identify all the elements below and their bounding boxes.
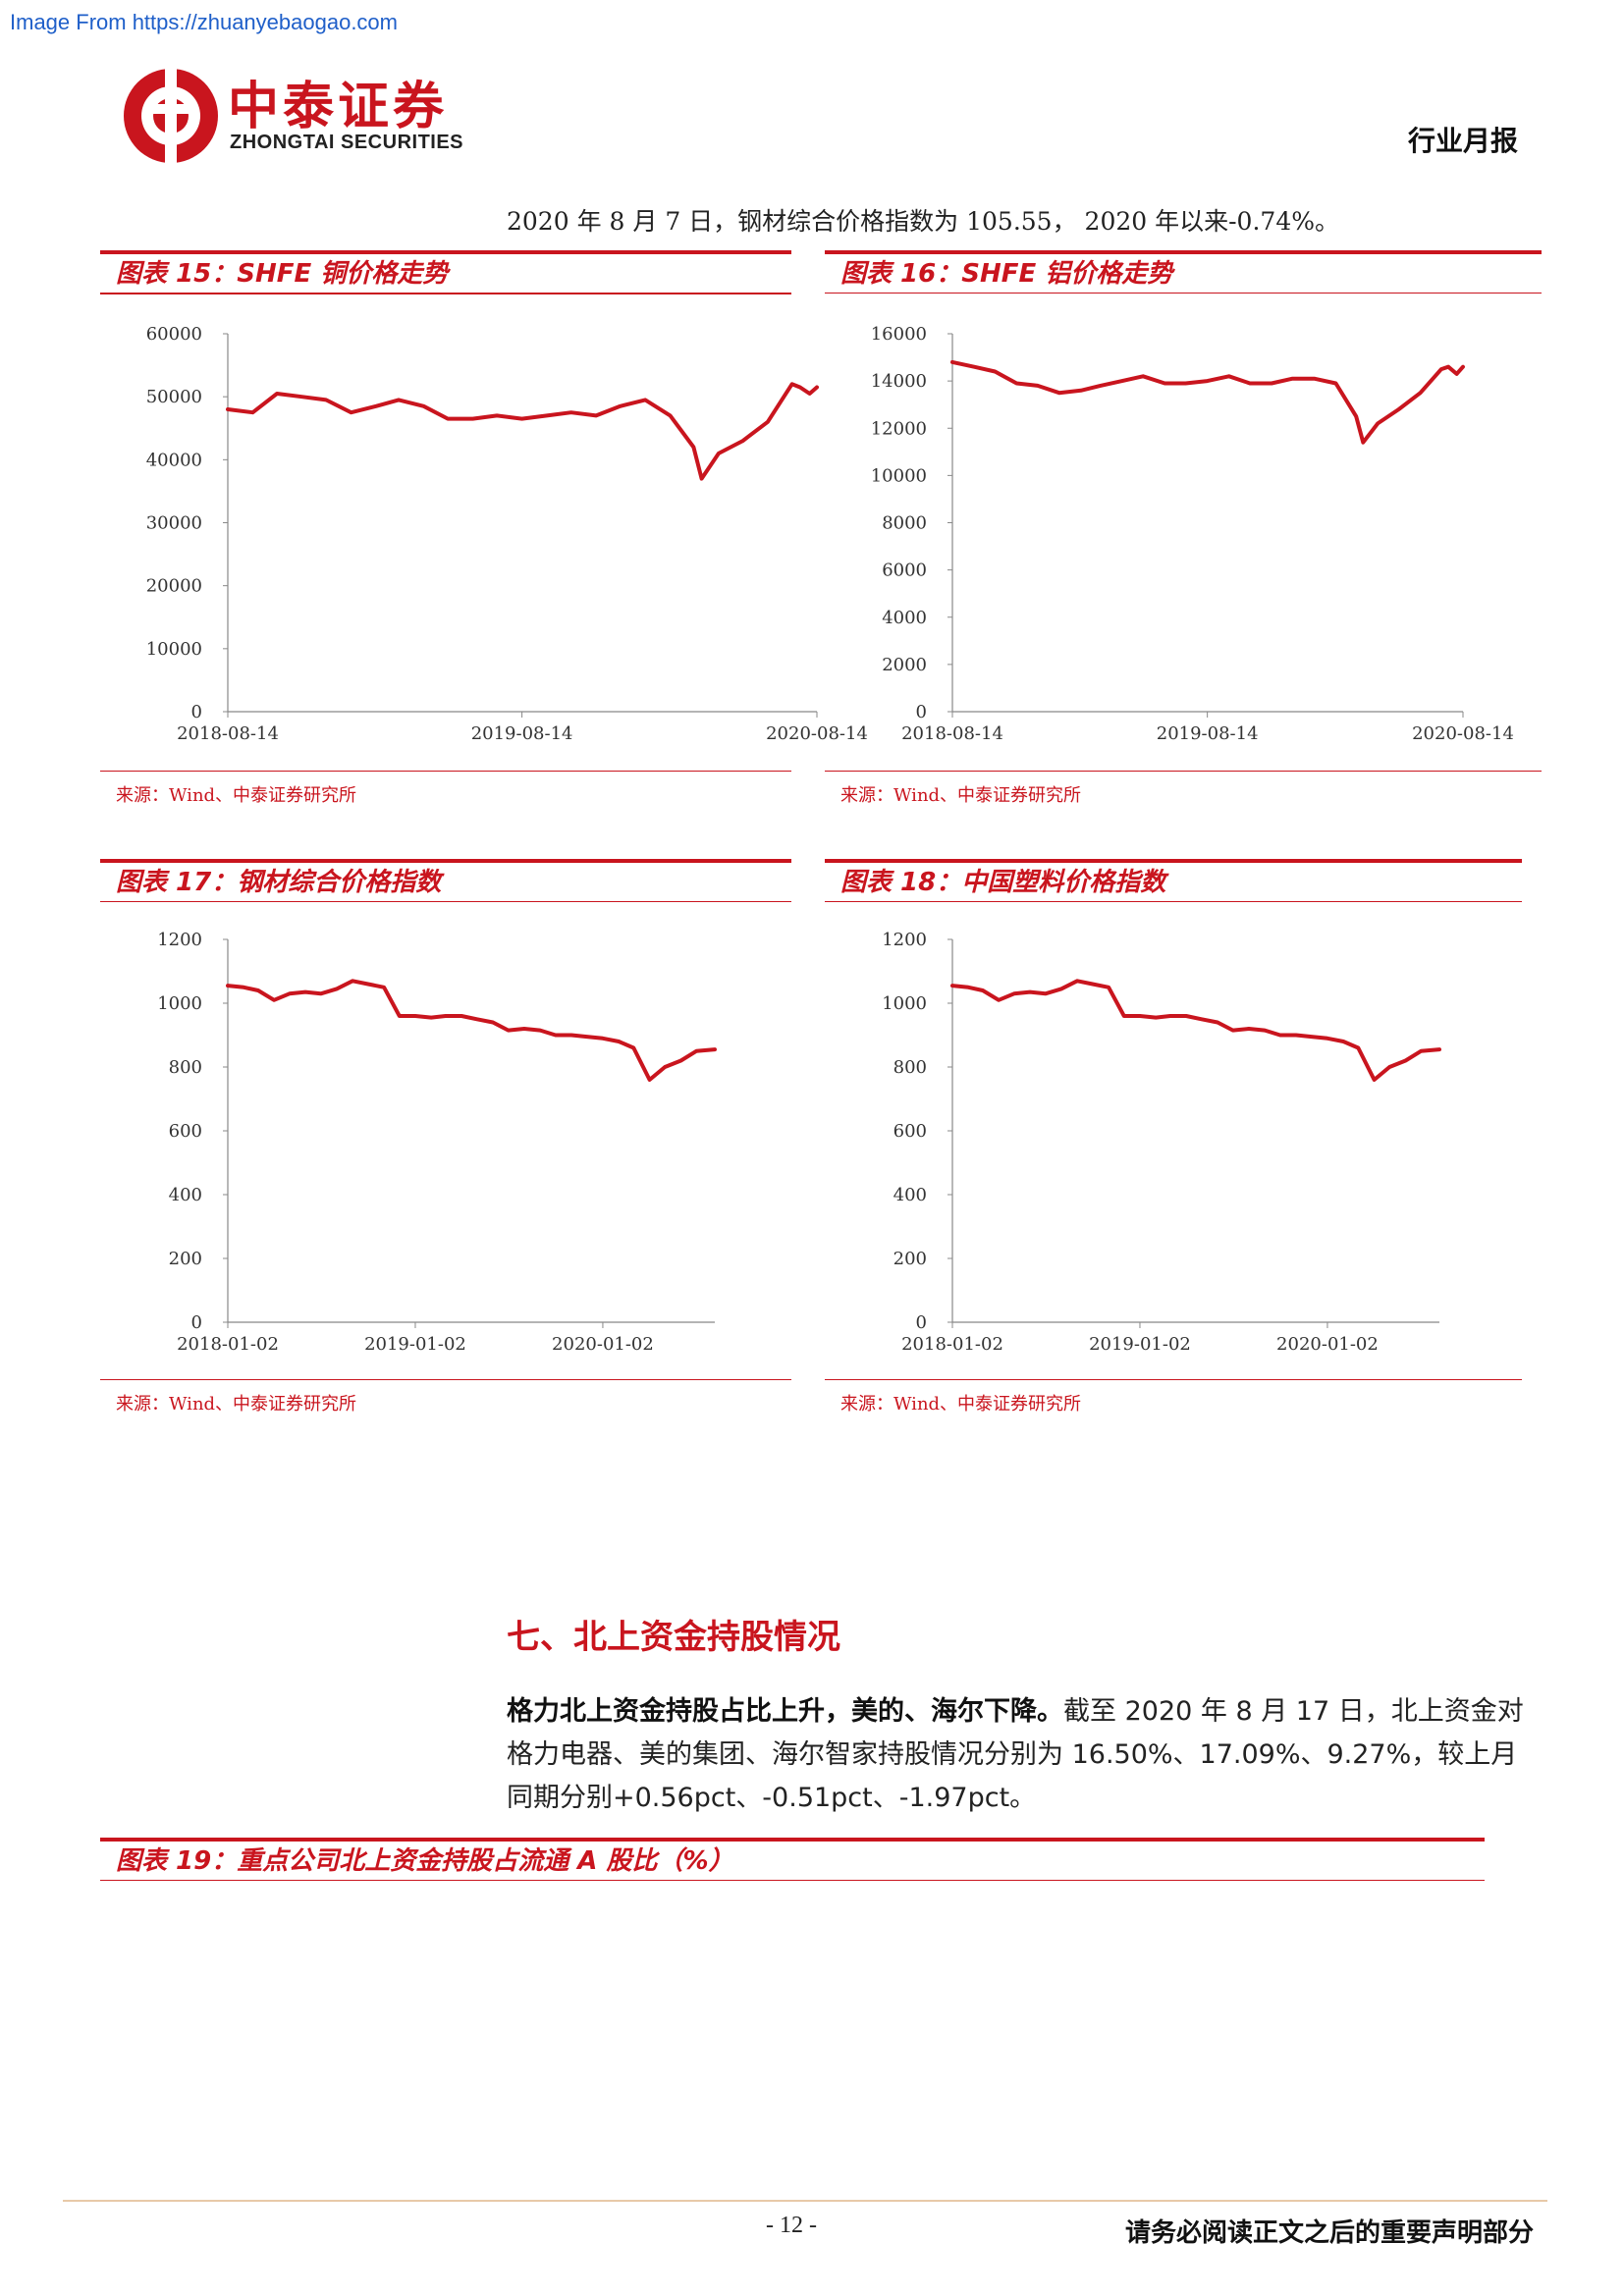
x-tick-label: 2018-08-14 bbox=[177, 723, 279, 744]
y-tick-label: 200 bbox=[169, 1249, 202, 1269]
y-tick-label: 1200 bbox=[157, 930, 202, 950]
y-tick-label: 6000 bbox=[882, 561, 927, 581]
y-tick-label: 0 bbox=[916, 1312, 927, 1333]
section-heading: 七、北上资金持股情况 bbox=[507, 1618, 840, 1657]
figure-18-bottom-rule bbox=[825, 1379, 1522, 1380]
x-tick-label: 2018-08-14 bbox=[901, 723, 1003, 744]
figure-16-title: 图表 16：SHFE 铝价格走势 bbox=[825, 250, 1542, 294]
y-tick-label: 8000 bbox=[882, 513, 927, 534]
figure-15-bottom-rule bbox=[100, 771, 791, 772]
company-logo bbox=[124, 65, 218, 167]
footer-disclaimer: 请务必阅读正文之后的重要声明部分 bbox=[1124, 2218, 1534, 2248]
y-tick-label: 0 bbox=[916, 702, 927, 722]
y-tick-label: 200 bbox=[893, 1249, 927, 1269]
figure-16-bottom-rule bbox=[825, 771, 1542, 772]
series-line bbox=[950, 979, 1441, 1082]
figure-19: 图表 19：重点公司北上资金持股占流通 A 股比（%） bbox=[100, 1838, 1485, 1881]
section-paragraph: 格力北上资金持股占比上升，美的、海尔下降。截至 2020 年 8 月 17 日，… bbox=[507, 1690, 1528, 1820]
page-number: - 12 - bbox=[766, 2213, 817, 2238]
figure-15-chart: 60000 50000 40000 30000 20000 10000 02018-08-1… bbox=[146, 324, 868, 744]
figure-17-source: 来源：Wind、中泰证券研究所 bbox=[116, 1394, 357, 1415]
x-tick-label: 2019-08-14 bbox=[471, 723, 573, 744]
y-tick-label: 400 bbox=[169, 1185, 202, 1205]
paragraph-lead: 格力北上资金持股占比上升，美的、海尔下降。 bbox=[507, 1696, 1063, 1727]
y-tick-label: 10000 bbox=[146, 639, 202, 660]
y-tick-label: 10000 bbox=[871, 465, 927, 486]
series-line bbox=[226, 979, 717, 1082]
series-line bbox=[226, 382, 819, 481]
y-tick-label: 0 bbox=[191, 702, 202, 722]
x-tick-label: 2018-01-02 bbox=[901, 1334, 1003, 1355]
y-tick-label: 1000 bbox=[882, 993, 927, 1014]
figure-19-title: 图表 19：重点公司北上资金持股占流通 A 股比（%） bbox=[100, 1838, 1485, 1881]
figure-15-title: 图表 15：SHFE 铜价格走势 bbox=[100, 250, 791, 294]
y-tick-label: 2000 bbox=[882, 655, 927, 675]
footer-divider bbox=[63, 2200, 1547, 2202]
figure-18-source: 来源：Wind、中泰证券研究所 bbox=[840, 1394, 1082, 1415]
y-tick-label: 800 bbox=[169, 1057, 202, 1078]
report-type: 行业月报 bbox=[1407, 125, 1518, 157]
figure-18-title: 图表 18：中国塑料价格指数 bbox=[825, 859, 1522, 902]
y-tick-label: 60000 bbox=[146, 324, 202, 345]
y-tick-label: 40000 bbox=[146, 450, 202, 470]
x-tick-label: 2020-01-02 bbox=[552, 1334, 654, 1355]
y-tick-label: 4000 bbox=[882, 608, 927, 628]
figure-16-source: 来源：Wind、中泰证券研究所 bbox=[840, 785, 1082, 806]
y-tick-label: 16000 bbox=[871, 324, 927, 345]
figure-16-chart: 1600014000120001000080006000400020000201… bbox=[871, 324, 1514, 744]
y-tick-label: 600 bbox=[169, 1121, 202, 1142]
y-tick-label: 0 bbox=[191, 1312, 202, 1333]
logo-name-cn: 中泰证券 bbox=[228, 78, 449, 136]
x-tick-label: 2019-08-14 bbox=[1157, 723, 1259, 744]
paragraph-body: 截至 2020 年 8 月 17 日，北上资金对格力电器、美的集团、海尔智家持股… bbox=[507, 1696, 1524, 1813]
x-tick-label: 2019-01-02 bbox=[364, 1334, 466, 1355]
x-tick-label: 2020-08-14 bbox=[766, 723, 868, 744]
intro-text: 2020 年 8 月 7 日，钢材综合价格指数为 105.55， 2020 年以… bbox=[507, 207, 1339, 236]
x-tick-label: 2019-01-02 bbox=[1089, 1334, 1191, 1355]
figure-15-source: 来源：Wind、中泰证券研究所 bbox=[116, 785, 357, 806]
y-tick-label: 50000 bbox=[146, 387, 202, 407]
y-tick-label: 12000 bbox=[871, 418, 927, 439]
y-tick-label: 600 bbox=[893, 1121, 927, 1142]
figure-17-title: 图表 17：钢材综合价格指数 bbox=[100, 859, 791, 902]
y-tick-label: 14000 bbox=[871, 371, 927, 392]
logo-name-en: ZHONGTAI SECURITIES bbox=[230, 132, 464, 153]
y-tick-label: 1000 bbox=[157, 993, 202, 1014]
figure-17-bottom-rule bbox=[100, 1379, 791, 1380]
x-tick-label: 2020-08-14 bbox=[1412, 723, 1514, 744]
x-tick-label: 2018-01-02 bbox=[177, 1334, 279, 1355]
y-tick-label: 400 bbox=[893, 1185, 927, 1205]
y-tick-label: 20000 bbox=[146, 576, 202, 597]
x-tick-label: 2020-01-02 bbox=[1276, 1334, 1379, 1355]
y-tick-label: 1200 bbox=[882, 930, 927, 950]
source-url[interactable]: Image From https://zhuanyebaogao.com bbox=[10, 10, 398, 34]
y-tick-label: 800 bbox=[893, 1057, 927, 1078]
series-line bbox=[950, 359, 1465, 445]
y-tick-label: 30000 bbox=[146, 513, 202, 534]
